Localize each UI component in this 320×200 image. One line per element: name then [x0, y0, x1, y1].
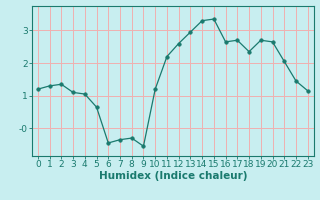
- X-axis label: Humidex (Indice chaleur): Humidex (Indice chaleur): [99, 171, 247, 181]
